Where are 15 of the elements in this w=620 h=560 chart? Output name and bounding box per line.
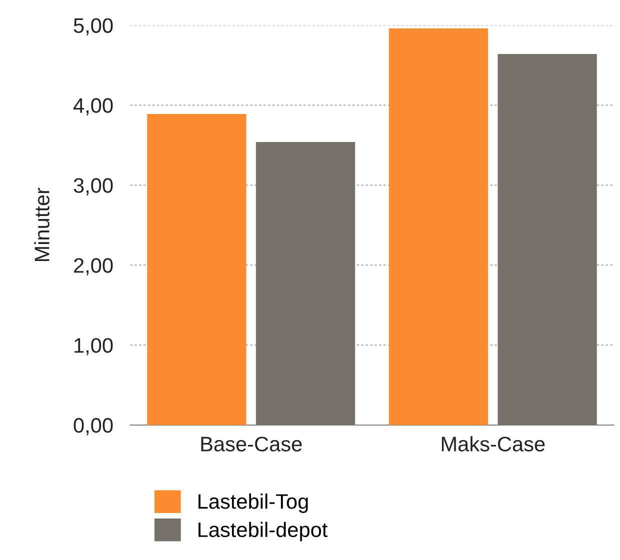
y-tick-label: 4,00 [73,98,113,116]
y-tick-label: 5,00 [74,18,113,36]
x-tick-label: Base-Case [201,436,302,452]
legend-label: Lastebil-Tog [198,494,308,513]
bar [498,54,597,426]
y-tick-label: 3,00 [74,178,113,196]
bar [388,28,488,426]
y-axis-title: Minutter [34,188,50,262]
legend-label: Lastebil-depot [198,522,328,542]
x-tick-label: Maks-Case [442,436,545,452]
bar [256,142,356,426]
y-tick-label: 0,00 [74,418,113,436]
y-tick-label: 2,00 [74,258,113,276]
bar [147,114,246,426]
y-tick-label: 1,00 [74,338,113,356]
